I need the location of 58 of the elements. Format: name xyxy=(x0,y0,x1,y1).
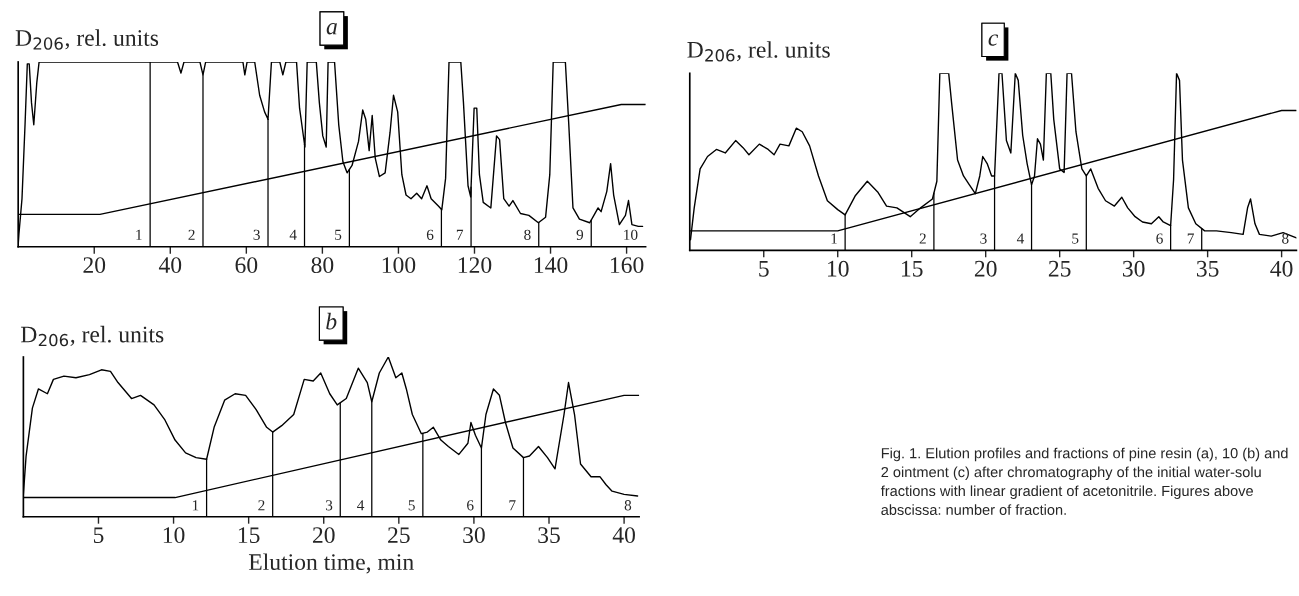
annotation: 2 xyxy=(258,500,265,511)
annotation: 3 xyxy=(325,500,333,511)
annotation: 6 xyxy=(426,229,434,240)
annotation: 2 xyxy=(188,229,195,240)
annotation: 6 xyxy=(1156,233,1163,244)
chart-title: c xyxy=(988,34,999,46)
x-tick-label: 10 xyxy=(163,527,185,544)
x-tick-label: 100 xyxy=(382,257,416,274)
annotation: 7 xyxy=(456,229,464,240)
x-tick-label: 25 xyxy=(388,527,410,544)
annotation: 1 xyxy=(192,500,199,511)
x-tick-label: 40 xyxy=(1270,260,1293,277)
chart-title: a xyxy=(326,23,337,35)
x-tick-label: 20 xyxy=(83,257,106,274)
annotation: 8 xyxy=(524,229,531,240)
annotation: 5 xyxy=(1072,233,1079,244)
x-tick-label: 20 xyxy=(974,260,997,277)
annotation: 8 xyxy=(624,500,632,511)
annotation: 10 xyxy=(624,229,638,240)
x-tick-label: 40 xyxy=(612,527,635,544)
x-tick-label: 5 xyxy=(93,527,104,544)
annotation: 2 xyxy=(919,233,926,244)
x-tick-label: 140 xyxy=(534,257,568,274)
x-tick-label: 25 xyxy=(1048,260,1071,277)
annotation: 1 xyxy=(136,229,142,240)
annotation: 7 xyxy=(1187,233,1194,244)
x-tick-label: 30 xyxy=(463,527,485,544)
x-axis-title: Elution time, min xyxy=(248,553,414,574)
x-tick-label: 40 xyxy=(158,257,182,274)
annotation: 1 xyxy=(831,233,837,244)
annotation: 4 xyxy=(289,229,297,240)
annotation: 4 xyxy=(1016,233,1025,244)
annotation: 4 xyxy=(357,500,365,511)
y-axis-title: D$_{206}$, rel. units xyxy=(20,325,164,347)
annotation: 8 xyxy=(1282,233,1289,244)
x-tick-label: 15 xyxy=(238,527,260,544)
caption: Fig. 1. Elution profiles and fractions of pine resin (a), 10 (b) and 2 ointment (c) after chromatography of the initial water-solu fractions with linear gradient of acetonitrile. Figures above abscissa: number of fraction. xyxy=(880,447,1288,515)
x-tick-label: 15 xyxy=(901,260,923,277)
y-axis-title: D$_{206}$, rel. units xyxy=(15,29,159,50)
annotation: 3 xyxy=(980,233,987,244)
y-axis-title: D$_{206}$, rel. units xyxy=(687,41,830,62)
chart-title: b xyxy=(326,312,337,330)
x-tick-label: 10 xyxy=(828,260,849,277)
annotation: 5 xyxy=(408,500,415,511)
x-tick-label: 120 xyxy=(458,257,492,274)
x-tick-label: 80 xyxy=(311,257,334,274)
annotation: 3 xyxy=(253,229,260,240)
x-tick-label: 5 xyxy=(759,260,769,277)
x-tick-label: 60 xyxy=(235,257,258,274)
annotation: 5 xyxy=(335,229,342,240)
x-tick-label: 35 xyxy=(1196,260,1219,277)
annotation: 7 xyxy=(509,500,516,511)
x-tick-label: 20 xyxy=(312,527,335,544)
annotation: 6 xyxy=(467,500,474,511)
x-tick-label: 30 xyxy=(1122,260,1145,277)
x-tick-label: 160 xyxy=(610,257,644,274)
annotation: 9 xyxy=(576,229,584,240)
x-tick-label: 35 xyxy=(538,527,560,544)
